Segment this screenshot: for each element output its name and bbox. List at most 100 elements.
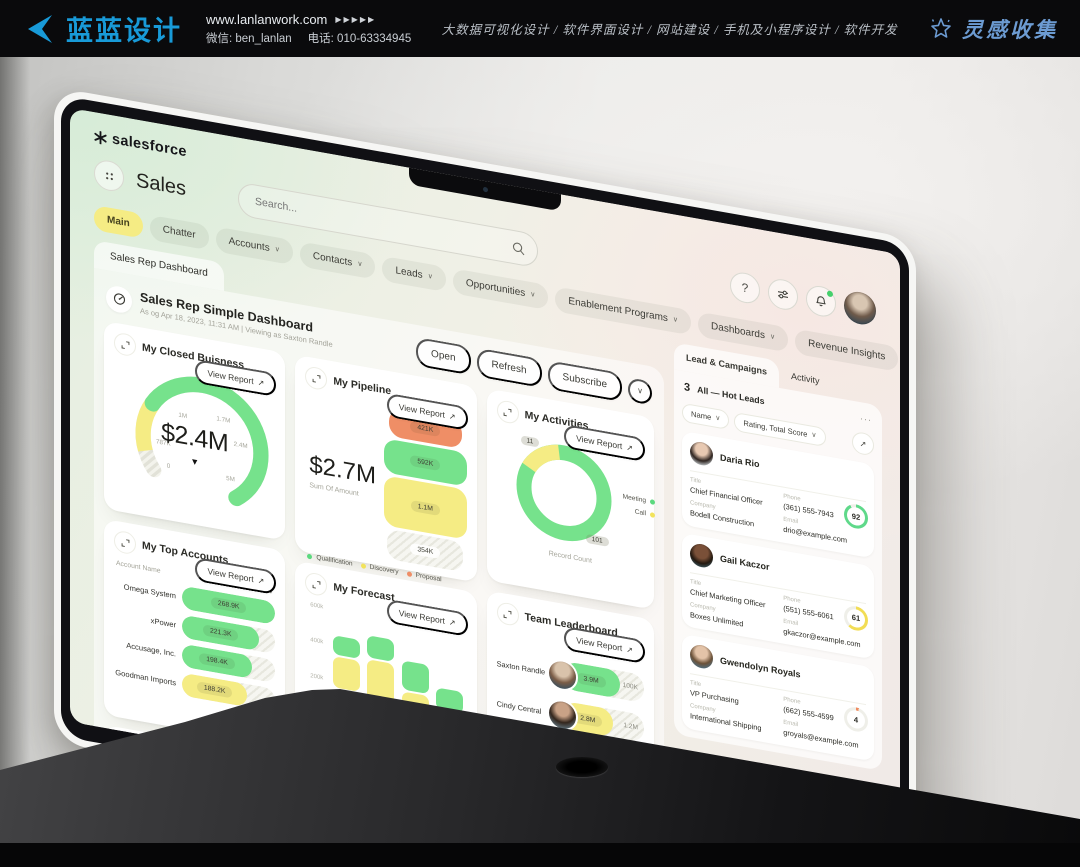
top-accounts-card: My Top Accounts View Report ↗ Account Nam… (104, 518, 286, 747)
dashboard-panel: Sales Rep Simple Dashboard As og Apr 18,… (94, 268, 664, 867)
avatar (690, 440, 713, 468)
expand-icon[interactable] (305, 571, 328, 598)
dashboard-gauge-icon (106, 283, 132, 315)
arrow-ne-icon: ↗ (257, 575, 265, 586)
svg-text:2.4M: 2.4M (234, 441, 248, 450)
bar-remainder: 100K (622, 681, 638, 692)
open-button[interactable]: Open (416, 336, 471, 376)
search-icon (512, 242, 525, 255)
bar-value: 221.3K (202, 624, 239, 642)
global-search[interactable] (238, 181, 539, 269)
laptop-screen: salesforce Sales (70, 107, 900, 867)
svg-text:1.7M: 1.7M (216, 415, 230, 424)
expand-leads-button[interactable]: ↗ (852, 430, 874, 457)
refresh-button[interactable]: Refresh (476, 347, 542, 388)
more-actions-button[interactable]: ∨ (628, 376, 652, 405)
collection-block: 灵感收集 (928, 14, 1058, 44)
svg-text:0: 0 (167, 462, 171, 470)
bar-value: 198.4K (199, 652, 235, 670)
brand-block: 蓝蓝设计 www.lanlanwork.com ▶▶▶▶▶ 微信: ben_la… (22, 9, 411, 48)
phone-label: 电话: 010-63334945 (307, 32, 412, 45)
website-link[interactable]: www.lanlanwork.com (206, 11, 328, 27)
chevron-down-icon: ∨ (672, 316, 679, 325)
widgets-grid: My Closed Buisness View Report ↗ (104, 320, 656, 867)
expand-icon[interactable] (496, 601, 519, 627)
camera-dot (482, 186, 488, 193)
dashboard-main-column: Sales Rep Dashboard Sales Rep Simple Das… (94, 240, 664, 867)
grid-dots-icon (105, 171, 113, 180)
help-button[interactable]: ? (730, 270, 760, 306)
leaderboard-card: Team Leaderboard View Report ↗ Saxton Ran… (486, 590, 654, 790)
svg-text:1M: 1M (178, 412, 187, 420)
expand-icon[interactable] (305, 365, 328, 392)
chevron-down-icon: ∨ (637, 385, 643, 396)
svg-text:787K: 787K (156, 438, 171, 448)
lanlan-logo-icon (28, 14, 52, 43)
expand-icon[interactable] (114, 331, 136, 358)
utility-icons: ? (730, 269, 876, 327)
sliders-icon (778, 290, 788, 299)
score-ring: 92 (844, 502, 868, 531)
filter-rating[interactable]: Rating, Total Score ∨ (734, 411, 826, 447)
app-nav-row: Sales ? (70, 140, 900, 332)
activities-card: My Activities View Report ↗ (486, 388, 656, 610)
bar-value: 2.8M (573, 711, 603, 728)
subscribe-button[interactable]: Subscribe (547, 360, 622, 403)
widget-title: My Forecast (333, 581, 395, 605)
leads-count: 3 (684, 381, 691, 395)
expand-icon[interactable] (496, 399, 519, 425)
notification-badge (827, 290, 833, 298)
ellipsis-icon[interactable]: ··· (860, 413, 872, 426)
leads-sidebar: Lead & Campaigns Activity 3 All — Hot Le… (674, 342, 882, 771)
leads-panel: 3 All — Hot Leads ··· Name ∨ Rating, Tota… (674, 369, 882, 771)
svg-text:5M: 5M (226, 475, 235, 483)
avatar (690, 541, 713, 569)
gauge-chart: 0 787K 1M 1.7M 2.4M 5M (114, 358, 275, 514)
donut-chart: 11 101 Meeting Call (497, 423, 656, 565)
y-axis-label: Account Name (116, 559, 161, 575)
laptop-bezel: salesforce Sales (61, 95, 909, 867)
chevron-down-icon: ∨ (769, 333, 776, 342)
floor-shadow (0, 843, 1080, 867)
dashboard-content: Sales Rep Dashboard Sales Rep Simple Das… (70, 228, 900, 867)
arrow-ne-icon: ↗ (626, 644, 633, 655)
salesforce-logo: salesforce (70, 108, 900, 286)
arrow-ne-icon: ↗ (257, 377, 265, 388)
avatar (690, 643, 713, 671)
settings-button[interactable] (768, 276, 798, 313)
bar-remainder: 1.2M (623, 721, 638, 732)
expand-icon[interactable] (114, 529, 136, 556)
score-ring: 61 (844, 603, 868, 633)
asterisk-icon (94, 130, 107, 145)
bell-icon (816, 296, 826, 307)
laptop-mockup: salesforce Sales (54, 87, 916, 867)
chevron-down-icon: ∨ (530, 290, 536, 299)
arrow-ne-icon: ↗ (448, 411, 456, 422)
activities-legend: Meeting Call (623, 493, 657, 519)
app-launcher-button[interactable] (94, 158, 124, 194)
desk-hole (556, 757, 608, 777)
user-avatar[interactable] (844, 289, 876, 327)
collection-title: 灵感收集 (962, 17, 1058, 42)
brand-name: 蓝蓝设计 (66, 16, 182, 46)
closed-business-card: My Closed Buisness View Report ↗ (104, 320, 286, 541)
star-icon (931, 17, 951, 38)
bar-value: 3.9M (576, 671, 606, 688)
arrow-ne-icon: ↗ (626, 442, 633, 453)
photo-stage: salesforce Sales (0, 57, 1080, 867)
bar-value: 268.9K (210, 596, 247, 614)
arrow-ne-icon: ↗ (448, 617, 456, 628)
bar-value: 188.2K (196, 681, 233, 699)
notifications-button[interactable] (806, 283, 836, 319)
dashboard-header: Sales Rep Simple Dashboard As og Apr 18,… (104, 280, 654, 418)
chevron-down-icon: ∨ (427, 272, 433, 281)
contact-block: www.lanlanwork.com ▶▶▶▶▶ 微信: ben_lanlan … (206, 12, 411, 46)
chevron-down-icon: ∨ (274, 245, 280, 254)
filter-name[interactable]: Name ∨ (682, 402, 730, 430)
chevron-down-icon: ∨ (357, 260, 363, 269)
widget-title: My Pipeline (333, 375, 392, 398)
app-title: Sales (136, 168, 187, 200)
services-list: 大数据可视化设计 / 软件界面设计 / 网站建设 / 手机及小程序设计 / 软件… (441, 23, 898, 37)
